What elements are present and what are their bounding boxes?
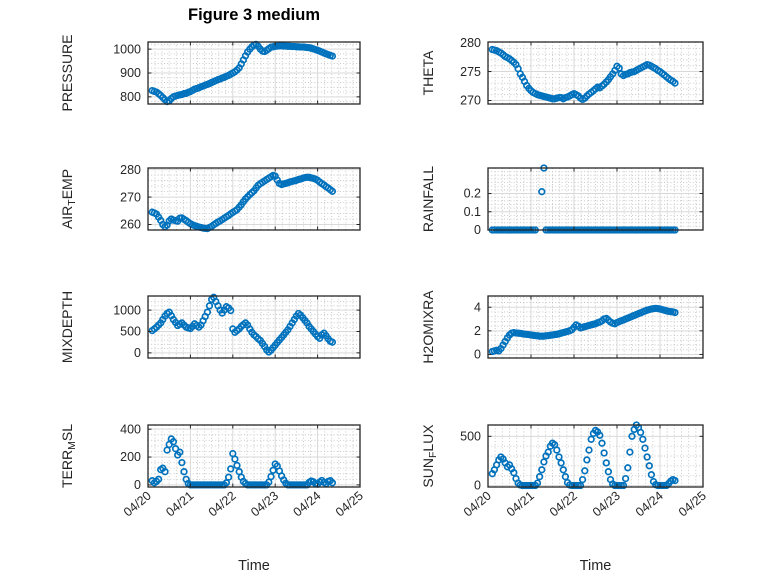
minor-grid [148,425,360,487]
y-tick-label: 0.2 [464,187,481,201]
minor-grid [488,168,703,230]
y-tick-label: 1000 [113,42,141,56]
tick-marks [488,296,703,358]
y-tick-label: 0 [474,479,481,493]
tick-marks [148,168,360,230]
y-tick-label: 270 [460,94,481,108]
tick-marks [148,42,360,104]
data-markers-h2omixra [488,304,679,356]
axes-frame [487,295,704,359]
data-markers-air-temp [148,171,337,233]
y-axis-label-air-temp: AIRTEMP [59,169,78,229]
subplot-theta: 270 275 280 THETA [420,36,704,108]
tick-marks [488,42,703,104]
x-tick-label: 04/20 [121,489,154,520]
x-tick-label: 04/25 [333,489,366,520]
axes-frame [487,41,704,105]
axes-frame [487,167,704,231]
x-tick-label: 04/21 [504,489,537,520]
y-tick-label: 280 [460,36,481,50]
tick-marks [488,425,703,487]
y-axis-label-pressure: PRESSURE [59,34,75,111]
x-tick-label: 04/22 [547,489,580,520]
subplot-pressure: 800 900 1000 PRESSURE [59,34,361,112]
y-tick-label: 260 [120,218,141,232]
y-tick-label: 200 [120,450,141,464]
x-tick-label: 04/21 [163,489,196,520]
x-tick-label: 04/24 [291,489,324,520]
y-tick-label: 1000 [113,303,141,317]
minor-grid [488,42,703,104]
subplot-terr-msl: 0 200 400 TERRMSL 04/20 04/21 04/22 04/23 04/24 0… [59,422,366,574]
axes-frame [487,424,704,488]
y-axis-label-h2omixra: H2OMIXRA [420,290,436,364]
tick-marks [148,425,360,487]
subplot-air-temp: 260 270 280 AIRTEMP [59,163,361,233]
tick-marks [148,296,360,358]
y-axis-label-sun-flux: SUNFLUX [420,424,439,488]
y-tick-label: 0 [134,478,141,492]
subplot-rainfall: 0 0.1 0.2 RAINFALL [420,164,704,237]
axes-frame [147,424,361,488]
y-axis-label-terr-msl: TERRMSL [59,424,78,488]
y-tick-label: 0 [474,223,481,237]
y-tick-label: 800 [120,90,141,104]
y-tick-label: 900 [120,66,141,80]
x-axis-label: Time [238,558,270,574]
x-tick-label: 04/25 [676,489,709,520]
data-markers-sun-flux [488,421,679,490]
axes-frame [147,167,361,231]
y-tick-label: 4 [474,300,481,314]
x-tick-label: 04/24 [633,489,666,520]
data-markers-pressure [148,40,337,106]
data-markers-terr-msl [148,435,337,489]
x-tick-label: 04/20 [461,489,494,520]
y-tick-label: 270 [120,190,141,204]
subplot-mixdepth: 0 500 1000 MIXDEPTH [59,291,361,363]
axes-frame [147,295,361,359]
data-markers-mixdepth [148,293,337,356]
y-axis-label-mixdepth: MIXDEPTH [59,291,75,363]
tick-marks [488,168,703,230]
figure-title: Figure 3 medium [187,6,321,24]
x-tick-label: 04/23 [248,489,281,520]
y-tick-label: 0 [134,346,141,360]
major-grid [488,168,703,230]
y-tick-label: 280 [120,163,141,177]
x-tick-label: 04/23 [590,489,623,520]
subplot-h2omixra: 0 2 4 H2OMIXRA [420,290,704,364]
subplot-sun-flux: 0 500 SUNFLUX 04/20 04/21 04/22 04/23 04/24 04/2… [420,421,709,574]
y-tick-label: 500 [120,325,141,339]
x-axis-label: Time [580,558,612,574]
y-tick-label: 0.1 [464,205,481,219]
y-tick-label: 0 [474,348,481,362]
y-tick-label: 275 [460,65,481,79]
data-markers-theta [488,45,679,104]
y-axis-label-theta: THETA [420,50,436,96]
y-tick-label: 2 [474,324,481,338]
x-tick-label: 04/22 [206,489,239,520]
y-axis-label-rainfall: RAINFALL [420,166,436,232]
y-tick-label: 400 [120,422,141,436]
y-tick-label: 500 [460,430,481,444]
